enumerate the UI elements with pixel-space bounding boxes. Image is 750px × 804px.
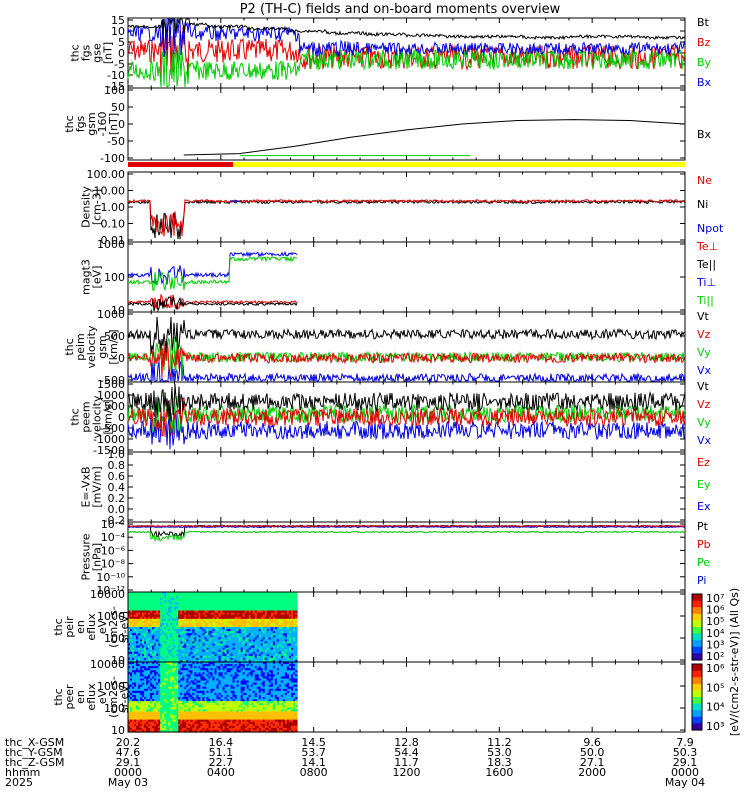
y-axis-label-line: [cm-3] (91, 189, 104, 225)
series-ne-line (128, 200, 685, 237)
y-axis-label-line: [nPa] (91, 543, 104, 571)
legend-label: Ni (697, 198, 708, 211)
y-axis-label-line: [km/s] (107, 329, 120, 364)
legend-label: By (697, 56, 712, 69)
series-bx-line (128, 19, 685, 57)
legend-label: Ne (697, 174, 712, 187)
series-npot-line (230, 201, 240, 202)
legend-label: Ex (697, 500, 711, 513)
legend-label: Npot (697, 222, 724, 235)
y-tick-label: 10⁻⁸ (101, 558, 126, 571)
y-axis-label-line: [nT] (107, 113, 120, 135)
mode-bar-red (128, 162, 233, 167)
series-ni-line (128, 201, 685, 240)
legend-label: Pe (697, 556, 710, 569)
legend-label: Te⊥ (696, 240, 718, 253)
y-axis-label-line: [eV] (91, 266, 104, 289)
y-tick-label: 100 (104, 84, 125, 97)
y-tick-label: 100 (104, 271, 125, 284)
y-axis-label-line: [nT] (102, 42, 115, 64)
panel-frame (128, 312, 685, 382)
legend-label: Vx (697, 364, 712, 377)
series-bx-gsm-line (184, 120, 685, 155)
y-tick-label: 10000 (90, 588, 125, 601)
legend-label: Ti⊥ (696, 276, 716, 289)
legend-label: Vz (697, 398, 711, 411)
y-axis-label-line: [mV/m] (91, 466, 104, 507)
y-tick-label: 10000 (90, 658, 125, 671)
series-te-par-line (128, 297, 297, 311)
legend-label: Vz (697, 328, 711, 341)
y-tick-label: 10⁻⁴ (101, 531, 126, 544)
y-tick-label: -100 (100, 152, 125, 165)
series-vz-line (128, 341, 685, 378)
legend-label: Te|| (696, 258, 716, 271)
panel-frame (128, 452, 685, 522)
legend-label: Bt (697, 16, 710, 29)
legend-label: Pt (697, 520, 709, 533)
panel-frame (128, 88, 685, 160)
legend-label: Vy (697, 346, 711, 359)
legend-label: Vt (697, 310, 710, 323)
y-axis-label: magt3[eV] (80, 259, 104, 295)
series-pe-line (128, 531, 685, 541)
series-vt-line (128, 317, 685, 354)
legend-label: Vx (697, 434, 712, 447)
legend-label: Pi (697, 574, 706, 587)
legend-label: Bz (697, 36, 711, 49)
legend-label: Vt (697, 380, 710, 393)
legend-label: Bx (697, 128, 712, 141)
y-tick-label: 0.10 (101, 218, 126, 231)
panel-frame (128, 172, 685, 242)
legend-label: Bx (697, 76, 712, 89)
legend-label: Vy (697, 416, 711, 429)
y-axis-label: E=-VxB[mV/m] (80, 466, 104, 507)
y-tick-label: 10⁻² (101, 518, 125, 531)
figure-title: P2 (TH-C) fields and on-board moments ov… (240, 2, 561, 17)
y-tick-label: 50 (111, 101, 125, 114)
y-axis-label: Density[cm-3] (80, 186, 104, 228)
y-tick-label: 10⁻⁶ (101, 544, 126, 557)
y-tick-label: 1000 (97, 238, 125, 251)
legend-label: Pb (697, 538, 711, 551)
legend-label: Ti|| (696, 294, 714, 307)
y-tick-label: 1000 (97, 308, 125, 321)
legend-label: Ez (697, 456, 710, 469)
legend-label: Ey (697, 478, 711, 491)
y-tick-label: 100.00 (87, 168, 126, 181)
y-tick-label: -50 (107, 135, 125, 148)
y-tick-label: 1.00 (101, 201, 126, 214)
y-tick-label: 10⁻¹⁰ (96, 571, 125, 584)
mode-bar-yellow (233, 162, 685, 167)
y-axis-label-line: [km/s] (102, 399, 115, 434)
